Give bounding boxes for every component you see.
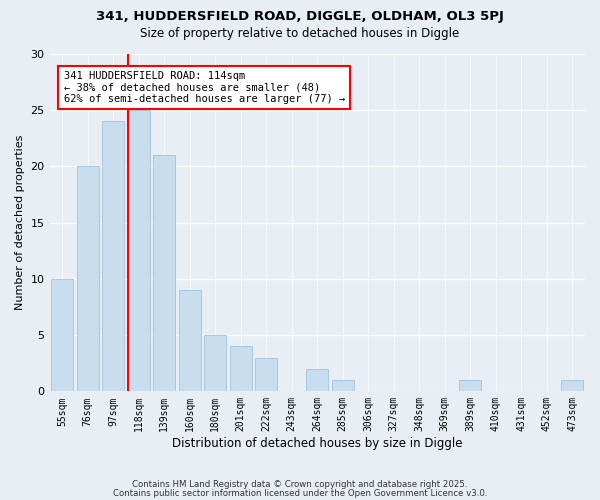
Bar — [230, 346, 251, 392]
Bar — [460, 380, 481, 392]
Bar — [52, 279, 73, 392]
Text: 341, HUDDERSFIELD ROAD, DIGGLE, OLDHAM, OL3 5PJ: 341, HUDDERSFIELD ROAD, DIGGLE, OLDHAM, … — [96, 10, 504, 23]
Text: 341 HUDDERSFIELD ROAD: 114sqm
← 38% of detached houses are smaller (48)
62% of s: 341 HUDDERSFIELD ROAD: 114sqm ← 38% of d… — [64, 71, 345, 104]
Bar — [307, 369, 328, 392]
Bar — [179, 290, 200, 392]
Bar — [103, 122, 124, 392]
Bar — [332, 380, 353, 392]
X-axis label: Distribution of detached houses by size in Diggle: Distribution of detached houses by size … — [172, 437, 463, 450]
Text: Contains HM Land Registry data © Crown copyright and database right 2025.: Contains HM Land Registry data © Crown c… — [132, 480, 468, 489]
Bar — [77, 166, 98, 392]
Bar — [256, 358, 277, 392]
Bar — [154, 155, 175, 392]
Bar — [562, 380, 583, 392]
Text: Contains public sector information licensed under the Open Government Licence v3: Contains public sector information licen… — [113, 488, 487, 498]
Bar — [205, 335, 226, 392]
Y-axis label: Number of detached properties: Number of detached properties — [15, 135, 25, 310]
Text: Size of property relative to detached houses in Diggle: Size of property relative to detached ho… — [140, 28, 460, 40]
Bar — [128, 110, 149, 392]
